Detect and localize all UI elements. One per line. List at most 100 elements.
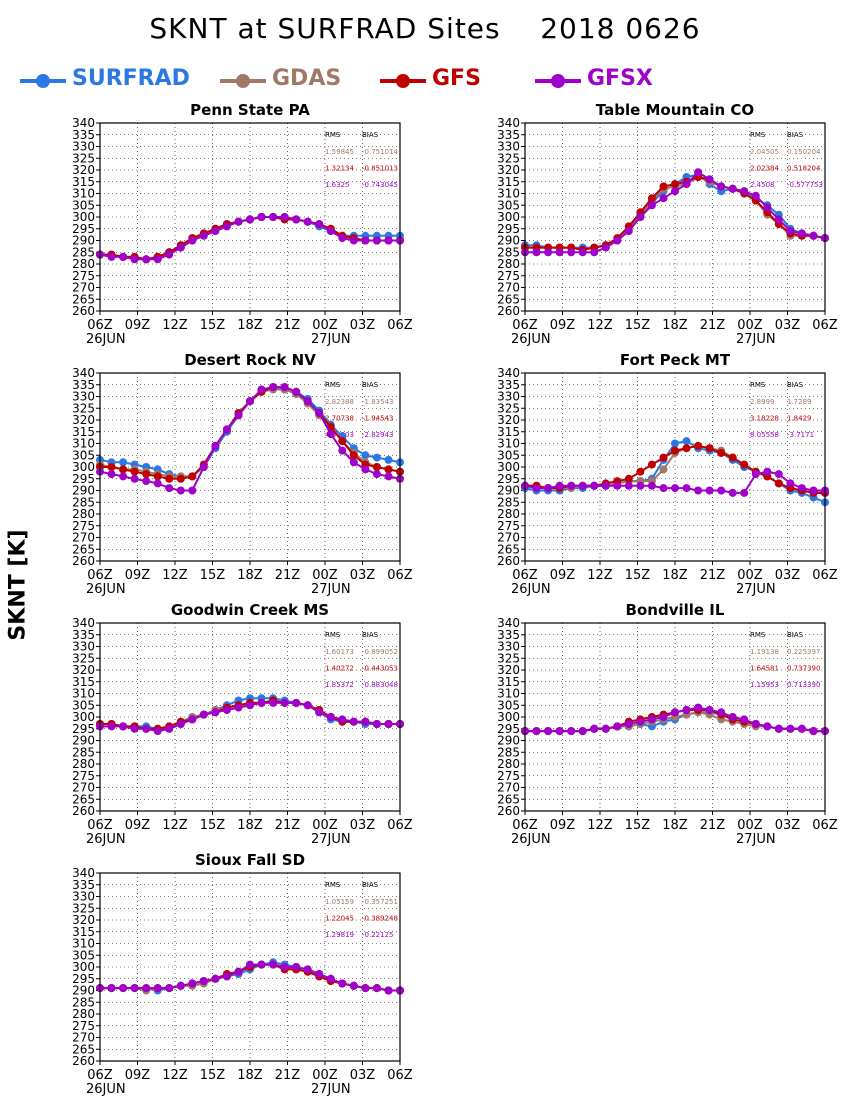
data-point: [119, 984, 128, 993]
y-tick-label: 320: [497, 413, 520, 427]
stats-bias-gfsx: -0.577753: [787, 181, 823, 189]
y-tick-label: 300: [497, 210, 520, 224]
x-tick-label: 18Z: [237, 568, 263, 583]
x-tick-label: 09Z: [550, 818, 576, 833]
data-point: [659, 182, 668, 191]
x-date-label: 27JUN: [311, 832, 351, 847]
data-point: [384, 720, 393, 728]
data-point: [361, 717, 370, 726]
data-point: [647, 201, 656, 210]
y-tick-label: 285: [72, 745, 95, 759]
chart-panel-0: Penn State PA 260265270275280285290295300…: [72, 101, 413, 347]
x-date-label: 26JUN: [86, 332, 126, 347]
y-tick-label: 310: [72, 687, 95, 701]
data-point: [636, 467, 645, 476]
y-tick-label: 280: [72, 507, 95, 521]
x-tick-label: 03Z: [350, 318, 376, 333]
data-point: [130, 984, 139, 993]
data-point: [601, 243, 610, 252]
data-point: [142, 984, 151, 993]
data-point: [613, 481, 622, 490]
data-point: [246, 960, 254, 969]
stats-header-bias: BIAS: [362, 631, 379, 639]
stats-rms-gfsx: 1.15953: [750, 681, 779, 689]
stats-rms-gfs: 1.64581: [750, 665, 779, 673]
data-point: [246, 701, 254, 710]
data-point: [326, 713, 335, 721]
stats-bias-gdas: 0.150204: [787, 148, 821, 156]
y-tick-label: 335: [72, 378, 95, 392]
data-point: [303, 965, 312, 974]
data-point: [165, 484, 174, 493]
stats-header-rms: RMS: [750, 131, 766, 139]
data-point: [269, 698, 278, 707]
data-point: [728, 453, 737, 462]
data-point: [671, 180, 679, 189]
data-point: [246, 397, 254, 406]
data-point: [349, 236, 358, 245]
data-point: [257, 960, 266, 969]
x-tick-label: 21Z: [275, 318, 301, 333]
chart-panel-5: Bondville IL2602652702752802852902953003…: [497, 601, 838, 847]
data-point: [671, 484, 679, 493]
data-point: [153, 255, 162, 264]
data-point: [671, 439, 679, 448]
chart-title: Fort Peck MT: [620, 351, 731, 369]
page-title: SKNT at SURFRAD Sites 2018 0626: [149, 12, 701, 45]
data-point: [717, 486, 726, 495]
x-tick-label: 06Z: [812, 568, 838, 583]
chart-panel-3: Fort Peck MT2602652702752802852902953003…: [497, 351, 838, 597]
data-point: [176, 474, 185, 483]
x-tick-label: 15Z: [200, 318, 226, 333]
x-tick-label: 12Z: [587, 318, 613, 333]
data-point: [659, 194, 668, 203]
x-tick-label: 03Z: [775, 318, 801, 333]
legend-label: GFS: [432, 66, 481, 91]
x-date-label: 26JUN: [511, 332, 551, 347]
data-point: [361, 984, 370, 993]
y-tick-label: 265: [72, 542, 95, 556]
y-tick-label: 315: [72, 175, 95, 189]
data-point: [315, 220, 324, 229]
data-point: [532, 248, 541, 257]
x-date-label: 26JUN: [86, 582, 126, 597]
y-tick-label: 315: [72, 425, 95, 439]
stats-rms-gdas: 2.8999: [750, 398, 775, 406]
stats-bias-gdas: -0.751014: [362, 148, 398, 156]
data-point: [544, 484, 553, 493]
data-point: [624, 474, 633, 483]
data-point: [292, 387, 301, 396]
data-point: [786, 479, 795, 488]
stats-rms-gfs: 2.02384: [750, 165, 779, 173]
x-tick-label: 06Z: [87, 1068, 113, 1083]
data-point: [176, 981, 185, 990]
stats-bias-gfs: 1.8429: [787, 415, 812, 423]
data-point: [188, 486, 197, 495]
y-tick-label: 290: [72, 234, 95, 248]
stats-rms-gdas: 1.60173: [325, 648, 354, 656]
y-tick-label: 340: [497, 116, 520, 130]
data-point: [705, 175, 714, 184]
data-point: [372, 236, 381, 245]
data-point: [728, 713, 737, 721]
data-point: [130, 474, 139, 483]
y-tick-label: 305: [72, 448, 95, 462]
data-point: [234, 967, 243, 976]
plot-frame: [99, 372, 401, 562]
data-point: [728, 184, 737, 193]
data-point: [119, 465, 128, 474]
x-tick-label: 21Z: [700, 568, 726, 583]
x-tick-label: 21Z: [275, 818, 301, 833]
data-point: [705, 444, 714, 453]
x-tick-label: 06Z: [387, 818, 413, 833]
stats-bias-gfs: -0.851013: [362, 165, 398, 173]
data-point: [740, 187, 749, 196]
data-point: [763, 722, 772, 731]
y-tick-label: 310: [72, 187, 95, 201]
stats-bias-gfs: -0.443053: [362, 665, 398, 673]
plot-frame: [99, 622, 401, 812]
data-point: [751, 720, 760, 728]
x-tick-label: 09Z: [550, 318, 576, 333]
x-tick-label: 12Z: [162, 1068, 188, 1083]
data-point: [763, 467, 772, 476]
